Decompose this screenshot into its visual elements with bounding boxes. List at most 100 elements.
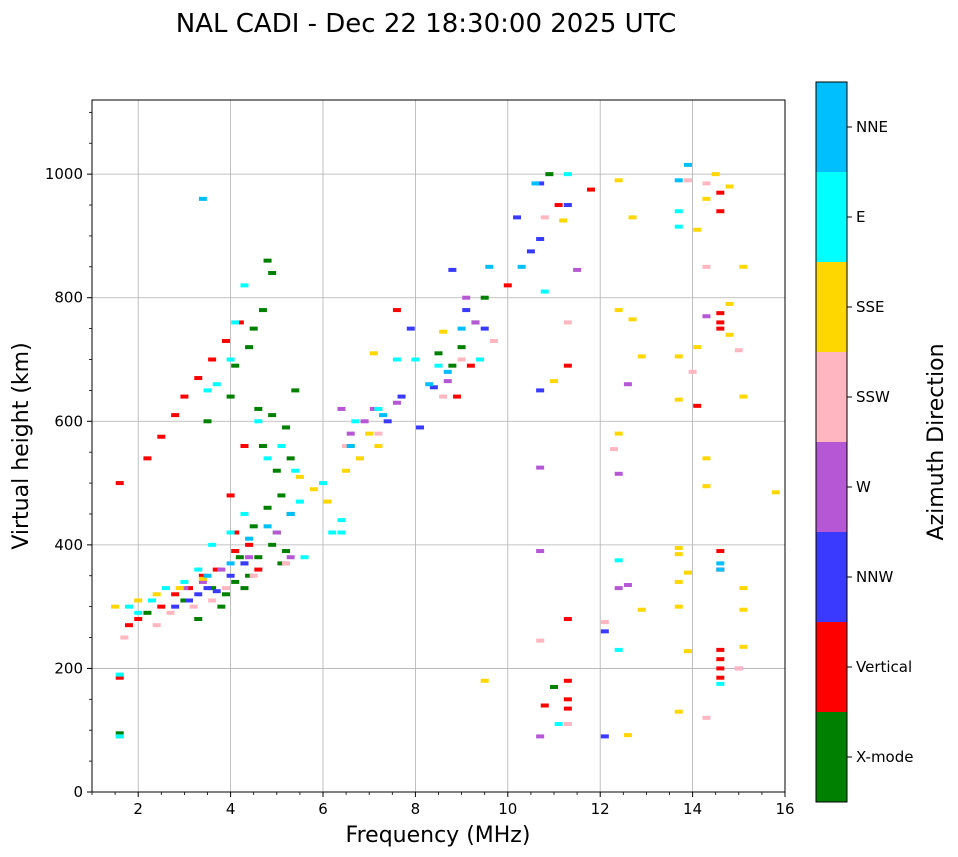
data-point-sse [725, 301, 734, 306]
data-point-e [148, 598, 157, 603]
data-point-e [161, 586, 170, 591]
data-point-sse [702, 484, 711, 489]
data-point-vertical [716, 190, 725, 195]
data-point-vertical [563, 706, 572, 711]
data-point-nne [263, 524, 272, 529]
data-point-vertical [245, 542, 254, 547]
data-point-e [203, 388, 212, 393]
data-point-vertical [563, 678, 572, 683]
data-point-vertical [716, 666, 725, 671]
y-tick-label: 600 [54, 412, 83, 430]
data-point-vertical [171, 413, 180, 418]
data-point-sse [355, 456, 364, 461]
data-point-w [623, 382, 632, 387]
data-point-sse [439, 329, 448, 334]
data-point-xmode [268, 413, 277, 418]
data-point-w [702, 314, 711, 319]
data-point-sse [374, 444, 383, 448]
data-point-vertical [563, 617, 572, 621]
data-point-nne [443, 369, 452, 374]
data-point-ssw [489, 338, 498, 343]
y-axis-label: Virtual height (km) [9, 342, 34, 549]
data-point-e [291, 468, 300, 473]
data-point-ssw [734, 348, 743, 353]
data-point-vertical [693, 403, 702, 408]
data-point-xmode [115, 731, 124, 736]
colorbar: X-mode Vertical NNW W SSW SSE E NNE [815, 81, 913, 803]
data-point-e [115, 734, 124, 739]
data-point-e [476, 357, 485, 362]
data-point-xmode [245, 345, 254, 350]
data-point-ssw [166, 610, 175, 615]
data-point-nnw [600, 734, 609, 739]
data-point-e [226, 530, 235, 535]
data-point-xmode [272, 468, 281, 473]
data-point-ssw [342, 444, 351, 448]
data-point-sse [702, 456, 711, 461]
data-point-ssw [702, 264, 711, 269]
data-point-ssw [152, 623, 161, 628]
data-point-vertical [157, 604, 166, 609]
data-point-sse [739, 607, 748, 612]
data-point-xmode [277, 561, 286, 566]
data-point-xmode [249, 326, 258, 331]
data-point-vertical [716, 549, 725, 554]
data-point-sse [711, 172, 720, 177]
data-point-nnw [563, 203, 572, 208]
data-point-nnw [536, 388, 545, 393]
data-point-vertical [716, 675, 725, 680]
data-point-nnw [429, 385, 438, 390]
data-marks [111, 162, 780, 739]
data-point-xmode [268, 271, 277, 275]
data-point-xmode [217, 604, 226, 609]
data-point-vertical [554, 203, 563, 208]
grid-lines [92, 100, 786, 793]
data-point-sse [628, 215, 637, 220]
data-point-sse [674, 354, 683, 359]
data-point-vertical [716, 311, 725, 316]
data-point-vertical [221, 338, 230, 343]
data-point-w [245, 555, 254, 560]
data-point-vertical [208, 357, 217, 362]
colorbar-segment [816, 622, 847, 712]
data-point-sse [559, 218, 568, 223]
data-point-w [536, 465, 545, 470]
colorbar-segment [816, 82, 847, 172]
data-point-xmode [231, 363, 240, 368]
data-point-sse [134, 598, 143, 603]
x-tick-label: 4 [226, 800, 236, 818]
data-point-ssw [600, 620, 609, 625]
data-point-sse [725, 184, 734, 189]
data-point-sse [674, 397, 683, 402]
data-point-e [614, 647, 623, 652]
data-point-vertical [235, 320, 244, 325]
data-point-sse [693, 227, 702, 232]
data-point-sse [637, 354, 646, 359]
data-point-e [226, 357, 235, 362]
colorbar-label-e: E [856, 208, 865, 226]
colorbar-label-sse: SSE [856, 298, 885, 316]
data-point-vertical [124, 623, 133, 628]
data-point-nnw [212, 589, 221, 594]
data-point-xmode [240, 586, 249, 591]
data-point-sse [674, 545, 683, 550]
data-point-xmode [545, 172, 554, 177]
data-point-sse [739, 644, 748, 649]
data-point-sse [674, 552, 683, 557]
data-point-xmode [457, 345, 466, 350]
data-point-nnw [513, 215, 522, 220]
data-point-ssw [221, 586, 230, 591]
data-point-nnw [194, 592, 203, 597]
data-point-ssw [734, 666, 743, 671]
x-tick-label: 2 [133, 800, 143, 818]
data-point-e [674, 209, 683, 214]
data-point-sse [365, 431, 374, 436]
data-point-xmode [203, 419, 212, 424]
data-point-ssw [702, 181, 711, 186]
data-point-xmode [286, 456, 295, 461]
data-point-xmode [143, 610, 152, 615]
data-point-nne [674, 178, 683, 183]
data-point-sse [198, 576, 207, 581]
data-point-ssw [282, 561, 291, 566]
data-point-nne [203, 573, 212, 578]
